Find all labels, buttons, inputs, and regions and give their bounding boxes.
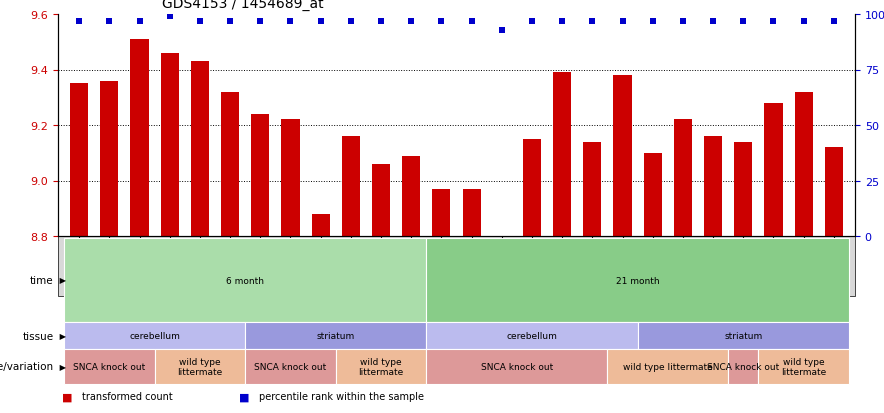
Point (464, 18, 478, 25)
Bar (765, 104, 782, 236)
Point (72, 18, 87, 25)
Point (253, 18, 267, 25)
Point (344, 18, 358, 25)
Text: wild type
littermate: wild type littermate (178, 357, 223, 376)
Bar (462, 190, 481, 236)
Text: SNCA knock out: SNCA knock out (255, 362, 326, 371)
Text: wild type
littermate: wild type littermate (358, 357, 404, 376)
Text: tissue: tissue (22, 331, 54, 341)
Bar (613, 76, 631, 236)
Text: wild type
littermate: wild type littermate (781, 357, 827, 376)
Text: SNCA knock out: SNCA knock out (73, 362, 146, 371)
Point (404, 18, 418, 25)
Text: ■: ■ (63, 392, 72, 401)
Text: ▶: ▶ (57, 276, 66, 285)
Bar (674, 120, 692, 236)
Text: SNCA knock out: SNCA knock out (481, 362, 553, 371)
Bar (221, 93, 240, 236)
Point (495, 27, 509, 34)
Bar (704, 137, 722, 236)
Bar (553, 73, 571, 236)
Point (766, 18, 781, 25)
Bar (583, 142, 601, 236)
Point (434, 18, 448, 25)
Point (223, 18, 237, 25)
Text: 21 month: 21 month (616, 276, 659, 285)
Point (645, 18, 659, 25)
Point (193, 18, 207, 25)
Bar (131, 40, 149, 236)
Bar (251, 115, 270, 236)
Point (706, 18, 720, 25)
Text: ▶: ▶ (57, 362, 66, 371)
Point (585, 18, 599, 25)
Point (284, 18, 298, 25)
Text: transformed count: transformed count (82, 392, 172, 401)
Text: time: time (30, 275, 54, 285)
Point (796, 18, 811, 25)
Point (374, 18, 388, 25)
Text: SNCA knock out: SNCA knock out (707, 362, 780, 371)
Text: ■: ■ (240, 392, 249, 401)
Text: GDS4153 / 1454689_at: GDS4153 / 1454689_at (162, 0, 324, 11)
Point (163, 14, 177, 21)
Bar (735, 142, 752, 236)
Bar (432, 190, 451, 236)
Point (555, 18, 569, 25)
Text: genotype/variation: genotype/variation (0, 362, 54, 372)
Point (133, 18, 147, 25)
Bar (70, 84, 88, 236)
Text: ▶: ▶ (57, 331, 66, 340)
Bar (372, 164, 390, 236)
Text: cerebellum: cerebellum (507, 331, 558, 340)
Point (827, 18, 841, 25)
Point (103, 18, 117, 25)
Bar (100, 81, 118, 236)
Bar (161, 54, 179, 236)
Bar (825, 148, 843, 236)
Bar (281, 120, 300, 236)
Point (736, 18, 751, 25)
Text: striatum: striatum (724, 331, 762, 340)
Bar (795, 93, 812, 236)
Text: cerebellum: cerebellum (129, 331, 180, 340)
Bar (402, 156, 420, 236)
Bar (191, 62, 209, 236)
Bar (644, 153, 662, 236)
Text: 6 month: 6 month (226, 276, 264, 285)
Text: percentile rank within the sample: percentile rank within the sample (259, 392, 423, 401)
Text: wild type littermate: wild type littermate (623, 362, 713, 371)
Point (314, 18, 328, 25)
Point (525, 18, 539, 25)
Bar (342, 137, 360, 236)
Bar (523, 140, 541, 236)
Bar (311, 214, 330, 236)
Point (615, 18, 629, 25)
Point (676, 18, 690, 25)
Text: striatum: striatum (316, 331, 354, 340)
